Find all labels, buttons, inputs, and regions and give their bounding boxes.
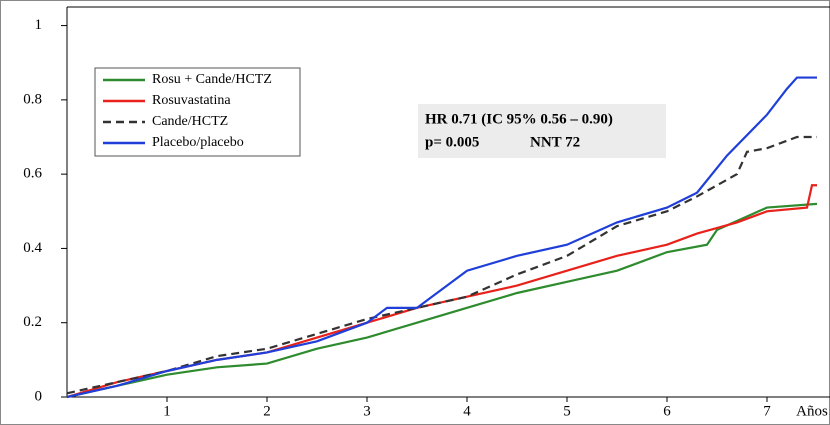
x-tick-label: 2 — [263, 403, 271, 419]
x-tick-label: 5 — [563, 403, 571, 419]
data-line — [66, 135, 817, 395]
y-tick-label: 0.2 — [23, 314, 42, 330]
y-tick-label: 0.6 — [23, 166, 42, 182]
data-line — [66, 184, 817, 399]
y-tick-label: 0 — [35, 388, 43, 404]
legend-box — [94, 67, 301, 157]
data-line — [66, 202, 818, 399]
annotation-box — [418, 104, 666, 158]
y-tick-label: 0.8 — [23, 91, 42, 107]
x-tick-label: 6 — [663, 403, 671, 419]
legend-label: Rosu + Cande/HCTZ — [152, 72, 272, 87]
annotation: HR 0.71 (IC 95% 0.56 – 0.90) — [425, 111, 613, 127]
annotation: p= 0.005 — [425, 134, 479, 150]
legend-label: Placebo/placebo — [152, 135, 244, 150]
x-tick-label: 7 — [763, 403, 771, 419]
x-axis-label: Años — [796, 403, 828, 419]
legend-label: Cande/HCTZ — [152, 114, 228, 129]
x-tick-label: 3 — [363, 403, 371, 419]
x-tick-label: 1 — [163, 403, 171, 419]
y-tick-label: 1 — [35, 17, 43, 33]
annotation: NNT 72 — [530, 134, 580, 150]
y-tick-label: 0.4 — [23, 240, 42, 256]
x-tick-label: 4 — [463, 403, 471, 419]
legend-label: Rosuvastatina — [152, 93, 231, 108]
data-line — [66, 76, 817, 399]
